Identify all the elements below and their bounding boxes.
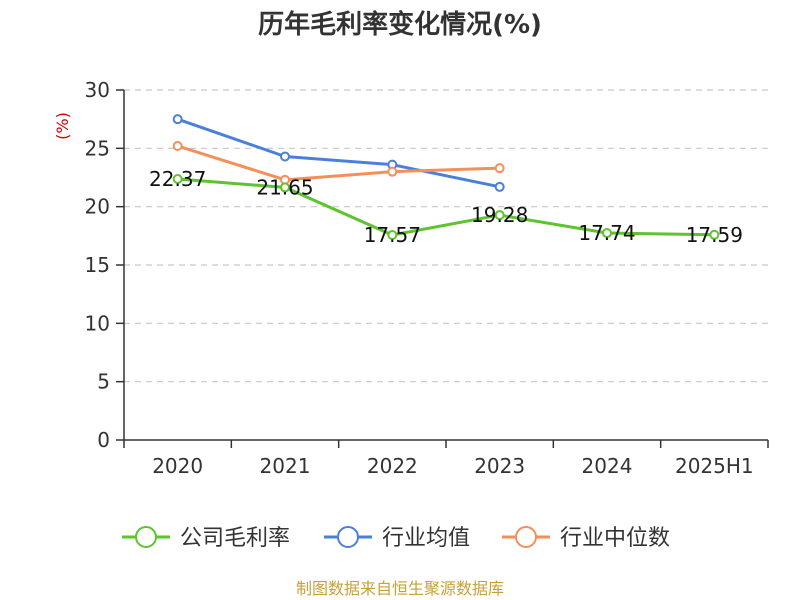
x-tick-label: 2022 — [367, 454, 418, 478]
data-label: 22.37 — [149, 167, 206, 191]
x-tick-label: 2025H1 — [675, 454, 754, 478]
y-tick-label: 10 — [85, 311, 110, 335]
data-point[interactable] — [494, 210, 505, 221]
y-tick-label: 5 — [97, 370, 110, 394]
x-tick-label: 2023 — [474, 454, 525, 478]
y-tick-label: 0 — [97, 428, 110, 452]
legend-swatch-marker — [135, 526, 157, 548]
data-point[interactable] — [494, 181, 505, 192]
data-point[interactable] — [709, 229, 720, 240]
data-label: 17.74 — [578, 221, 635, 245]
data-labels: 22.37 21.65 17.57 19.28 17.74 17.59 — [149, 167, 743, 247]
data-label: 17.59 — [686, 223, 743, 247]
data-point[interactable] — [172, 141, 183, 151]
legend-swatch-marker — [337, 526, 359, 548]
y-tick-label: 25 — [85, 136, 110, 160]
data-point[interactable] — [494, 163, 505, 174]
x-tick-label: 2021 — [260, 454, 311, 478]
data-point[interactable] — [387, 230, 398, 241]
data-point[interactable] — [387, 166, 398, 177]
x-tick-label: 2020 — [152, 454, 203, 478]
series-line-0 — [177, 177, 715, 237]
data-label: 19.28 — [471, 203, 528, 227]
legend-item-2[interactable]: 行业中位数 — [502, 526, 670, 551]
chart-title: 历年毛利率变化情况(%) — [258, 9, 542, 40]
data-label: 17.57 — [364, 223, 421, 247]
y-axis-label: (%) — [53, 112, 72, 140]
legend-item-0[interactable]: 公司毛利率 — [122, 526, 290, 551]
data-point[interactable] — [602, 228, 612, 239]
legend-swatch-marker — [515, 526, 537, 548]
legend[interactable]: 公司毛利率 行业均值 行业中位数 — [122, 526, 670, 551]
y-tick-label: 15 — [85, 253, 110, 277]
x-tick-label: 2024 — [582, 454, 633, 478]
legend-label: 公司毛利率 — [180, 526, 290, 551]
legend-item-1[interactable]: 行业均值 — [324, 526, 470, 551]
data-point[interactable] — [280, 151, 290, 162]
legend-label: 行业中位数 — [560, 526, 670, 551]
data-source-note: 制图数据来自恒生聚源数据库 — [296, 579, 504, 598]
data-label: 21.65 — [256, 175, 313, 199]
data-point[interactable] — [172, 114, 183, 125]
series-line-2 — [177, 144, 500, 182]
data-point[interactable] — [280, 182, 290, 193]
data-point[interactable] — [172, 174, 183, 185]
y-tick-label: 30 — [85, 78, 110, 102]
legend-label: 行业均值 — [382, 526, 470, 551]
axes: 0 5 10 15 20 25 30 2020 2021 2022 2023 2024 2025H1 — [85, 78, 769, 478]
series-lines — [172, 114, 720, 241]
grid-lines — [124, 89, 768, 383]
series-line-1 — [177, 117, 500, 189]
y-tick-label: 20 — [85, 195, 110, 219]
